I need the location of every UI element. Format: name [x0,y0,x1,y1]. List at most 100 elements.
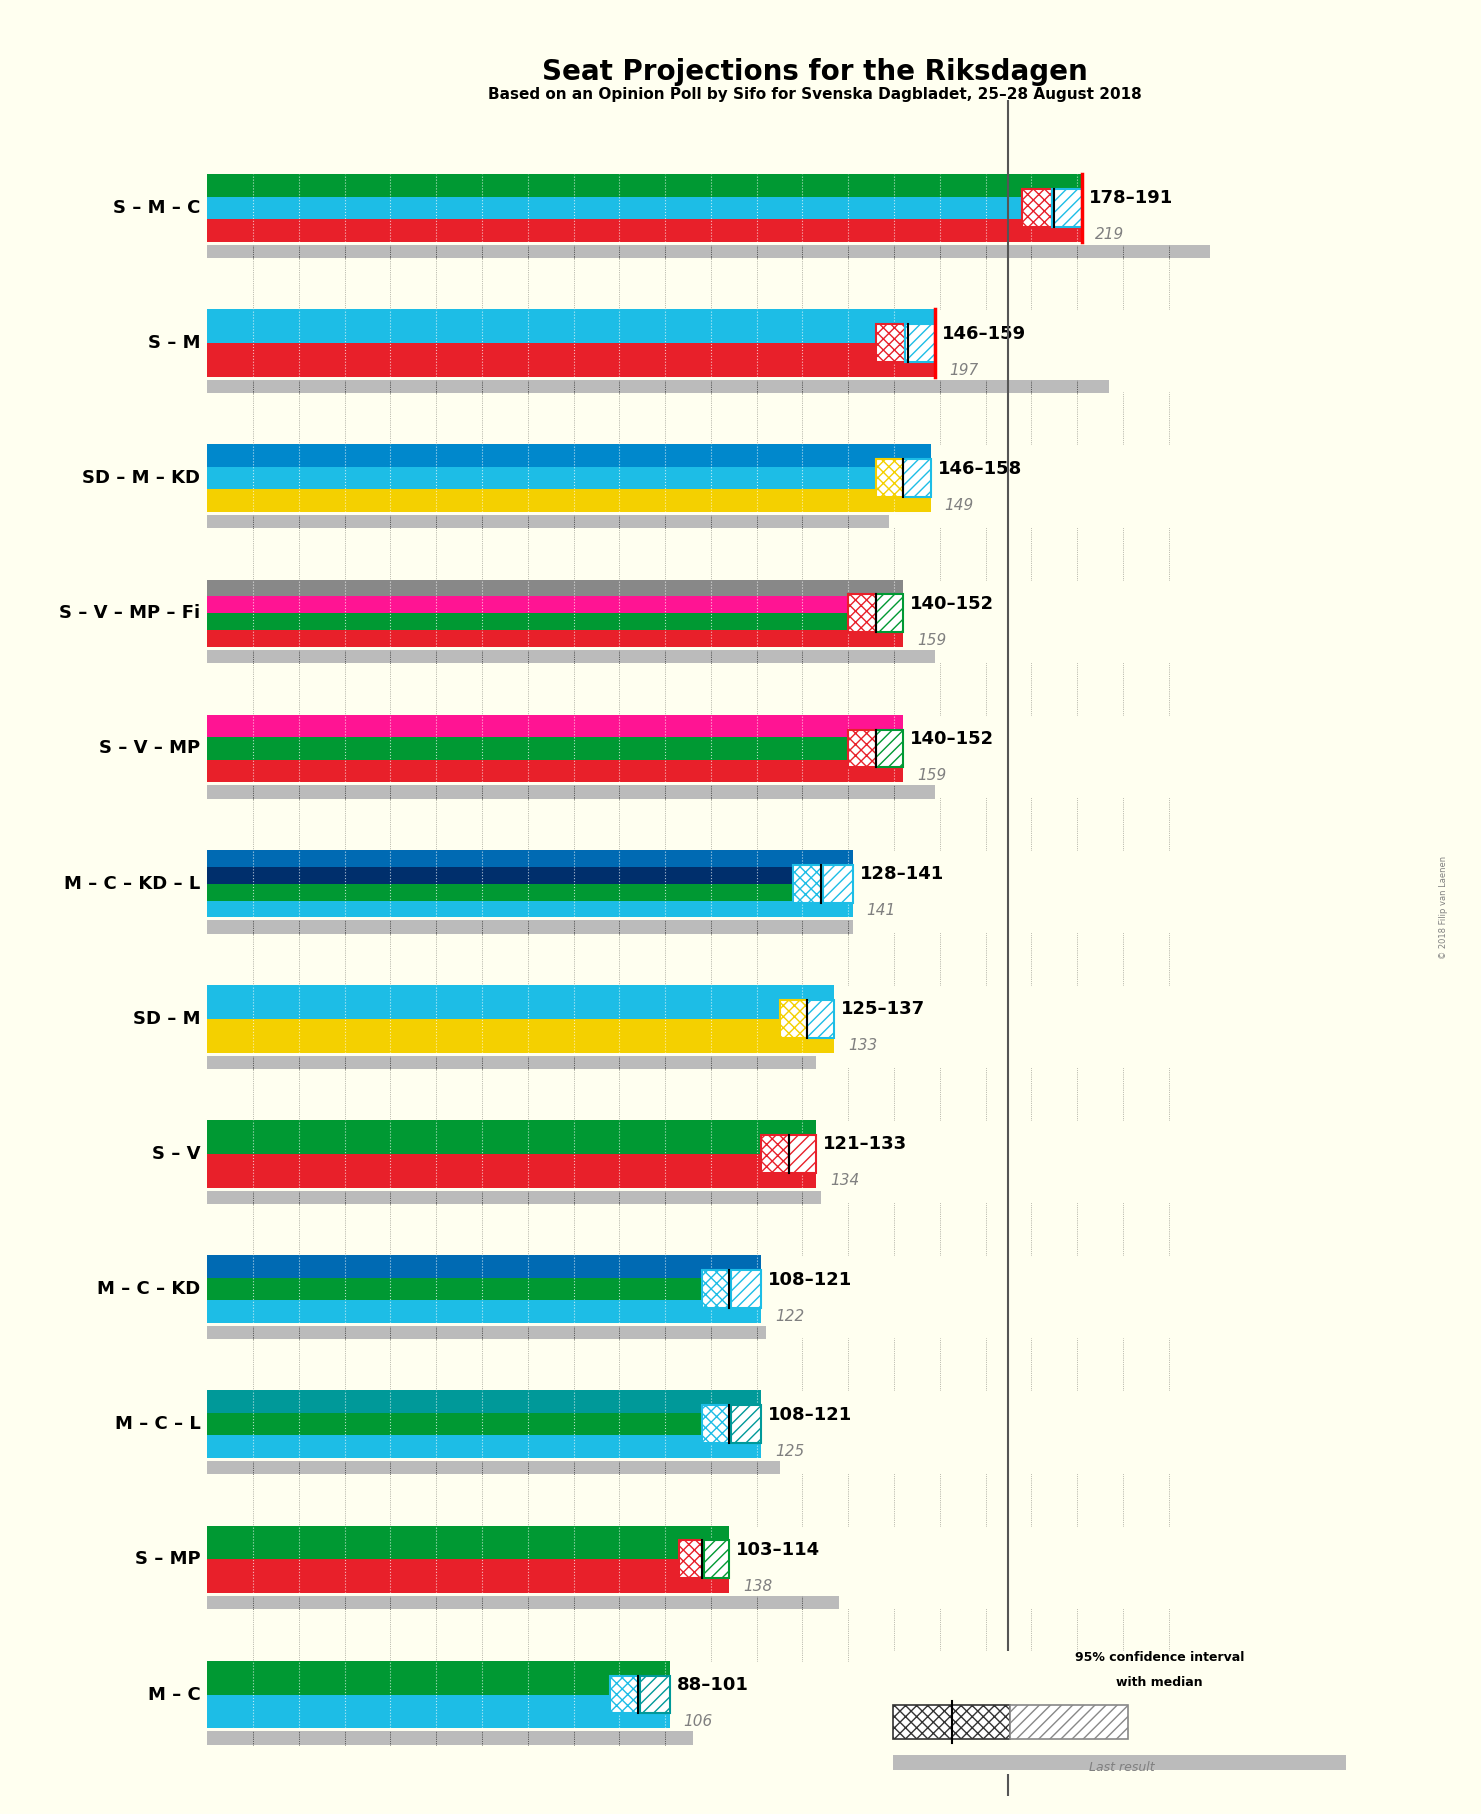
Bar [875,325,905,363]
Text: M – C: M – C [148,1685,200,1703]
Bar [678,1540,703,1578]
Text: 133: 133 [849,1038,877,1054]
Text: 125: 125 [775,1444,804,1458]
Text: 134: 134 [829,1174,859,1188]
Text: 146–159: 146–159 [942,325,1026,343]
Bar [207,1190,820,1204]
Bar [1010,1705,1127,1740]
Bar [207,308,935,343]
Bar [761,1136,789,1174]
Bar [789,1136,816,1174]
Text: 122: 122 [775,1308,804,1324]
Bar [207,985,834,1019]
Text: 108–121: 108–121 [769,1270,853,1288]
Bar [207,1607,1214,1660]
Text: Based on an Opinion Poll by Sifo for Svenska Dagbladet, 25–28 August 2018: Based on an Opinion Poll by Sifo for Sve… [487,87,1142,102]
Bar [207,1560,729,1593]
Bar [1022,189,1052,227]
Bar [761,1136,789,1174]
Text: with median: with median [1117,1676,1203,1689]
Bar [807,1000,834,1038]
Bar [1010,1705,1127,1740]
Bar [849,595,875,633]
Bar [1052,189,1081,227]
Bar [207,219,1081,241]
Text: 146–158: 146–158 [937,459,1022,477]
Text: SD – M – KD: SD – M – KD [83,470,200,488]
Text: 149: 149 [945,497,973,513]
Text: S – V – MP – Fi: S – V – MP – Fi [59,604,200,622]
Bar [207,597,903,613]
Bar [207,1460,779,1475]
Bar [893,1754,1346,1770]
Text: 197: 197 [949,363,977,377]
Bar [903,459,930,497]
Bar [207,1473,1214,1526]
Text: 219: 219 [1096,227,1124,243]
Bar [207,760,903,782]
Bar [207,649,935,664]
Bar [703,1540,729,1578]
Bar [207,466,930,490]
Bar [207,1301,761,1322]
Bar [702,1406,732,1444]
Bar [640,1676,669,1714]
Bar [732,1270,761,1308]
Bar [207,579,903,597]
Text: 140–152: 140–152 [909,729,994,747]
Bar [207,1019,834,1052]
Bar [207,785,935,798]
Bar [207,1390,761,1413]
Bar [207,1255,761,1277]
Bar [875,325,905,363]
Bar [905,325,935,363]
Text: S – M: S – M [148,334,200,352]
Bar [702,1270,732,1308]
Text: 159: 159 [917,767,946,784]
Bar [779,1000,807,1038]
Bar [732,1406,761,1444]
Bar [207,196,1081,219]
Text: © 2018 Filip van Laenen: © 2018 Filip van Laenen [1440,856,1448,958]
Bar [207,515,890,528]
Bar [207,1277,761,1301]
Bar [207,629,903,648]
Bar [610,1676,640,1714]
Bar [207,662,1214,715]
Text: 103–114: 103–114 [736,1540,820,1558]
Bar [875,595,903,633]
Bar [875,595,903,633]
Text: 128–141: 128–141 [859,865,943,883]
Text: 159: 159 [917,633,946,648]
Text: 178–191: 178–191 [1089,189,1173,207]
Bar [207,920,853,934]
Text: 106: 106 [683,1714,712,1729]
Text: Last result: Last result [1090,1761,1155,1774]
Text: S – MP: S – MP [135,1551,200,1569]
Bar [207,1337,1214,1390]
Bar [779,1000,807,1038]
Bar [207,392,1214,444]
Text: M – C – L: M – C – L [114,1415,200,1433]
Bar [794,865,823,903]
Bar [207,1154,816,1188]
Bar [903,459,930,497]
Text: 95% confidence interval: 95% confidence interval [1075,1651,1244,1663]
Text: 141: 141 [866,903,896,918]
Bar [207,883,853,900]
Bar [893,1705,1010,1740]
Bar [732,1270,761,1308]
Bar [207,174,1081,196]
Bar [207,245,1210,258]
Bar [207,1413,761,1435]
Bar [207,1596,840,1609]
Bar [207,343,935,377]
Text: Seat Projections for the Riksdagen: Seat Projections for the Riksdagen [542,58,1087,85]
Bar [905,325,935,363]
Bar [807,1000,834,1038]
Bar [823,865,853,903]
Text: 88–101: 88–101 [677,1676,748,1694]
Bar [207,1203,1214,1255]
Bar [610,1676,640,1714]
Bar [207,1067,1214,1119]
